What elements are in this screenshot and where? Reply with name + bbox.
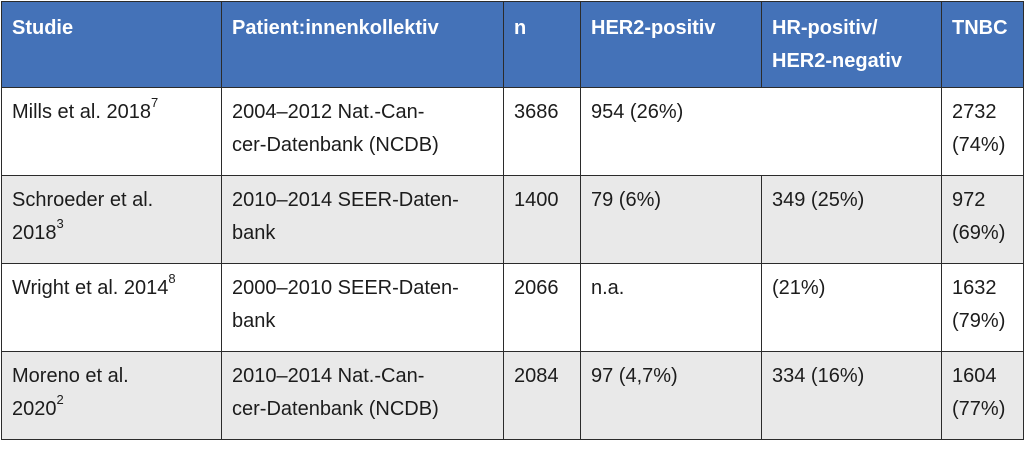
table-row: Moreno et al. 20202 2010–2014 Nat.-Can- … (1, 351, 1024, 440)
cell-tnbc: 972 (69%) (941, 175, 1024, 264)
reference-number: 2 (56, 392, 64, 408)
cell-n: 3686 (503, 87, 581, 176)
cell-study: Mills et al. 20187 (1, 87, 222, 176)
cell-hr-positive: 334 (16%) (761, 351, 942, 440)
reference-number: 3 (56, 216, 64, 232)
cell-study: Schroeder et al. 20183 (1, 175, 222, 264)
study-name: Mills et al. 2018 (12, 101, 151, 123)
cell-tnbc: 1604 (77%) (941, 351, 1024, 440)
table-row: Wright et al. 20148 2000–2010 SEER-Daten… (1, 263, 1024, 352)
cell-hr-positive: (21%) (761, 263, 942, 352)
header-cohort: Patient:innenkollektiv (221, 1, 504, 88)
header-her2-positive: HER2-positiv (580, 1, 762, 88)
study-name: Moreno et al. 2020 (12, 365, 129, 420)
table-row: Mills et al. 20187 2004–2012 Nat.-Can- c… (1, 87, 1024, 176)
study-comparison-table: Studie Patient:innenkollektiv n HER2-pos… (1, 1, 1024, 440)
cell-hr-positive: 349 (25%) (761, 175, 942, 264)
cell-n: 2066 (503, 263, 581, 352)
reference-number: 8 (168, 271, 176, 287)
cell-her2-positive: 79 (6%) (580, 175, 762, 264)
cell-study: Moreno et al. 20202 (1, 351, 222, 440)
cell-tnbc: 2732 (74%) (941, 87, 1024, 176)
cell-cohort: 2010–2014 Nat.-Can- cer-Datenbank (NCDB) (221, 351, 504, 440)
reference-number: 7 (150, 95, 159, 111)
cell-study: Wright et al. 20148 (1, 263, 222, 352)
cell-cohort: 2000–2010 SEER-Daten- bank (221, 263, 504, 352)
cell-her2-positive: n.a. (580, 263, 762, 352)
header-hr-positive-her2-negative: HR-positiv/ HER2-negativ (761, 1, 942, 88)
cell-cohort: 2004–2012 Nat.-Can- cer-Datenbank (NCDB) (221, 87, 504, 176)
header-row: Studie Patient:innenkollektiv n HER2-pos… (1, 1, 1024, 88)
cell-n: 1400 (503, 175, 581, 264)
header-study: Studie (1, 1, 222, 88)
cell-her2-positive: 97 (4,7%) (580, 351, 762, 440)
study-name: Schroeder et al. 2018 (12, 189, 154, 244)
header-tnbc: TNBC (941, 1, 1024, 88)
header-n: n (503, 1, 581, 88)
cell-her2-positive: 954 (26%) (580, 87, 942, 176)
table-body: Mills et al. 20187 2004–2012 Nat.-Can- c… (1, 87, 1024, 440)
cell-tnbc: 1632 (79%) (941, 263, 1024, 352)
cell-cohort: 2010–2014 SEER-Daten- bank (221, 175, 504, 264)
study-name: Wright et al. 2014 (12, 277, 169, 299)
table-row: Schroeder et al. 20183 2010–2014 SEER-Da… (1, 175, 1024, 264)
cell-n: 2084 (503, 351, 581, 440)
table-header: Studie Patient:innenkollektiv n HER2-pos… (1, 1, 1024, 88)
